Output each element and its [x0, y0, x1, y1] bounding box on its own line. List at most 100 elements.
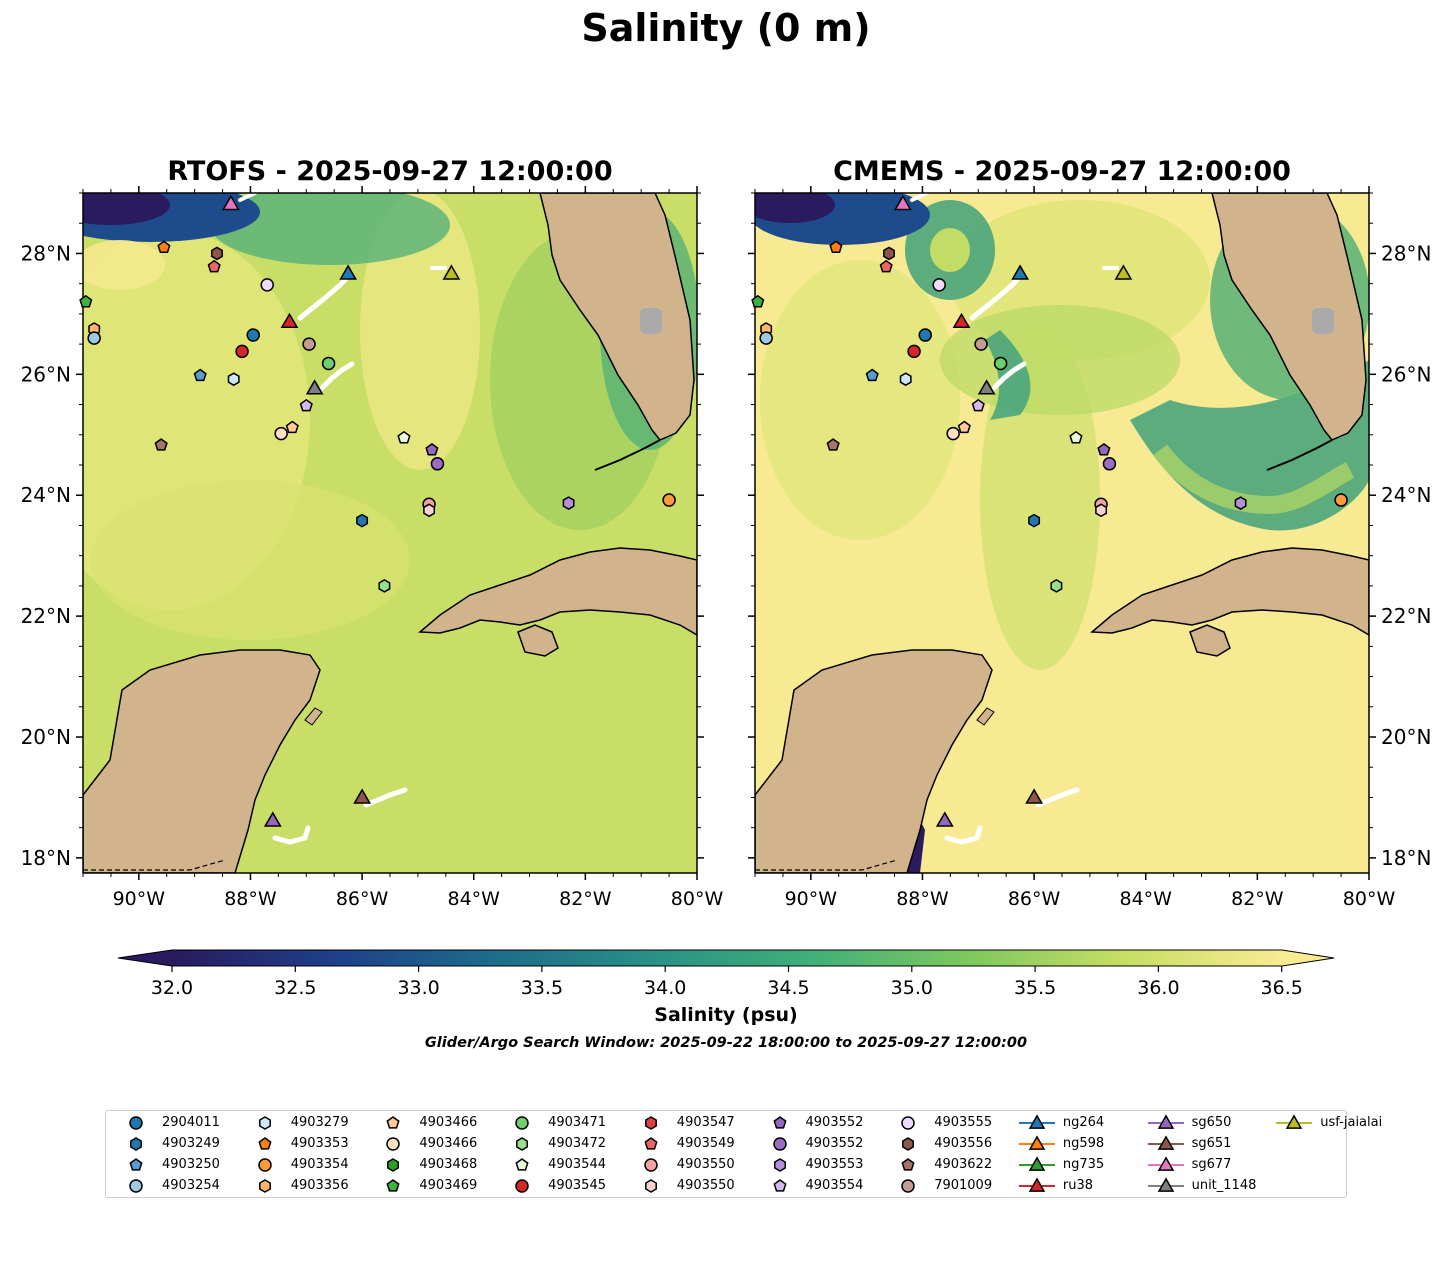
colorbar-min-extend — [118, 950, 172, 966]
colorbar-tick-label: 33.5 — [521, 977, 563, 999]
legend-symbol — [386, 1116, 400, 1129]
obs-marker-4903466 — [274, 426, 288, 441]
x-tick-label: 84°W — [447, 888, 500, 910]
search-window-note: Glider/Argo Search Window: 2025-09-22 18… — [424, 1035, 1028, 1051]
legend-label: 4903553 — [805, 1157, 864, 1172]
legend-marker-icon — [129, 1116, 143, 1130]
obs-marker-4903554 — [299, 398, 313, 412]
obs-marker-4903471 — [321, 356, 336, 371]
obs-marker-4903550 — [423, 503, 436, 518]
obs-marker-4903545 — [235, 344, 249, 359]
legend-marker-icon — [901, 1179, 915, 1193]
legend-symbol — [258, 1179, 271, 1193]
legend-marker-icon — [386, 1137, 401, 1151]
x-tick-label: 90°W — [785, 888, 838, 910]
obs-marker-4903555 — [260, 278, 274, 292]
legend-symbol — [129, 1179, 143, 1193]
y-tick-label: 22°N — [1381, 604, 1431, 628]
obs-marker-4903555 — [932, 278, 946, 292]
legend-marker-icon — [386, 1179, 400, 1192]
colorbar-tick-label: 32.0 — [151, 977, 193, 999]
rtofs-axis-ticks: 90°W 88°W 86°W 84°W 82°W 80°W 18°N 20°N 22°N 24°N… — [21, 186, 723, 910]
legend-label: 4903279 — [290, 1115, 349, 1130]
obs-marker-4903554 — [971, 398, 985, 412]
legend-symbol — [1028, 1114, 1046, 1129]
obs-marker-4903553 — [562, 496, 575, 510]
legend-marker-icon — [1018, 1135, 1055, 1150]
x-tick-label: 86°W — [1008, 888, 1061, 910]
legend-marker-icon — [1018, 1156, 1055, 1171]
legend-marker-icon — [773, 1158, 786, 1172]
rtofs-observation-markers — [79, 194, 676, 827]
obs-marker-4903254 — [759, 331, 773, 345]
obs-marker-4903466 — [957, 420, 971, 434]
x-tick-label: 86°W — [336, 888, 389, 910]
legend: 2904011 4903249 4903250 4903254 4903279 49033… — [105, 1110, 1382, 1198]
y-tick-label: 24°N — [1381, 483, 1431, 507]
y-tick-label: 26°N — [21, 362, 71, 386]
colorbar-ticks: 32.0 32.5 33.0 33.5 34.0 34.5 35.0 35.5 36.0 36.5 — [151, 966, 1303, 999]
obs-marker-4903469 — [751, 294, 765, 308]
obs-marker-7901009 — [302, 337, 316, 351]
obs-marker-4903556 — [211, 246, 223, 261]
legend-marker-icon — [772, 1116, 787, 1129]
obs-marker-4903550 — [1095, 503, 1108, 518]
obs-marker-4903354 — [1334, 493, 1348, 507]
y-tick-label: 18°N — [21, 846, 71, 870]
colorbar-label: Salinity (psu) — [654, 1004, 798, 1026]
legend-label: usf-jaialai — [1320, 1115, 1383, 1130]
legend-marker-icon — [772, 1137, 787, 1151]
obs-marker-4903472 — [1050, 579, 1063, 593]
obs-marker-4903544 — [1069, 430, 1083, 444]
legend-label: 4903622 — [934, 1157, 993, 1172]
legend-symbol — [258, 1116, 271, 1130]
obs-marker-4903544 — [397, 430, 411, 444]
legend-marker-icon — [1147, 1177, 1184, 1192]
legend-marker-icon — [1018, 1114, 1055, 1129]
legend-symbol — [1028, 1177, 1046, 1192]
legend-label: ng735 — [1062, 1157, 1105, 1172]
obs-marker-ng264 — [1011, 264, 1030, 280]
obs-marker-4903250 — [865, 368, 879, 382]
obs-marker-sg650 — [263, 811, 282, 827]
legend-symbol — [644, 1179, 657, 1193]
obs-marker-4903549 — [879, 259, 893, 273]
obs-marker-sg651 — [353, 788, 372, 804]
legend-label: 4903549 — [676, 1136, 735, 1151]
legend-label: 2904011 — [162, 1115, 220, 1130]
obs-marker-4903279 — [227, 372, 240, 387]
obs-marker-2904011 — [246, 328, 260, 342]
colorbar-max-extend — [1282, 950, 1334, 966]
y-tick-label: 18°N — [1381, 846, 1431, 870]
legend-symbol — [772, 1179, 787, 1192]
legend-symbol — [1028, 1135, 1046, 1150]
legend-label: sg650 — [1191, 1115, 1232, 1130]
obs-marker-4903353 — [157, 240, 171, 254]
legend-symbol — [515, 1158, 529, 1171]
legend-marker-icon — [1147, 1135, 1184, 1150]
legend-marker-icon — [257, 1158, 272, 1172]
legend-marker-icon — [515, 1158, 529, 1171]
colorbar-tick-label: 34.5 — [767, 977, 809, 999]
legend-marker-icon — [902, 1137, 915, 1151]
legend-symbol — [902, 1137, 915, 1151]
legend-marker-icon — [129, 1179, 143, 1193]
obs-marker-4903249 — [1028, 513, 1041, 528]
legend-marker-icon — [901, 1158, 915, 1171]
legend-label: 4903249 — [162, 1136, 220, 1151]
obs-marker-unit_1148 — [305, 379, 324, 395]
obs-marker-4903353 — [829, 240, 843, 254]
obs-marker-4903354 — [662, 493, 676, 507]
legend-label: 4903547 — [676, 1115, 735, 1130]
legend-symbol — [515, 1179, 529, 1193]
x-tick-label: 88°W — [896, 888, 949, 910]
legend-symbol — [1157, 1114, 1174, 1129]
legend-label: 4903555 — [934, 1115, 993, 1130]
legend-symbol — [515, 1116, 529, 1130]
obs-marker-4903279 — [899, 372, 912, 387]
colorbar-tick-label: 32.5 — [274, 977, 316, 999]
obs-marker-4903552 — [1097, 442, 1111, 456]
obs-marker-4903552 — [425, 442, 439, 456]
cmems-map-panel: 90°W 88°W 86°W 84°W 82°W 80°W 18°N 20°N 22°N 24°N… — [748, 186, 1431, 910]
